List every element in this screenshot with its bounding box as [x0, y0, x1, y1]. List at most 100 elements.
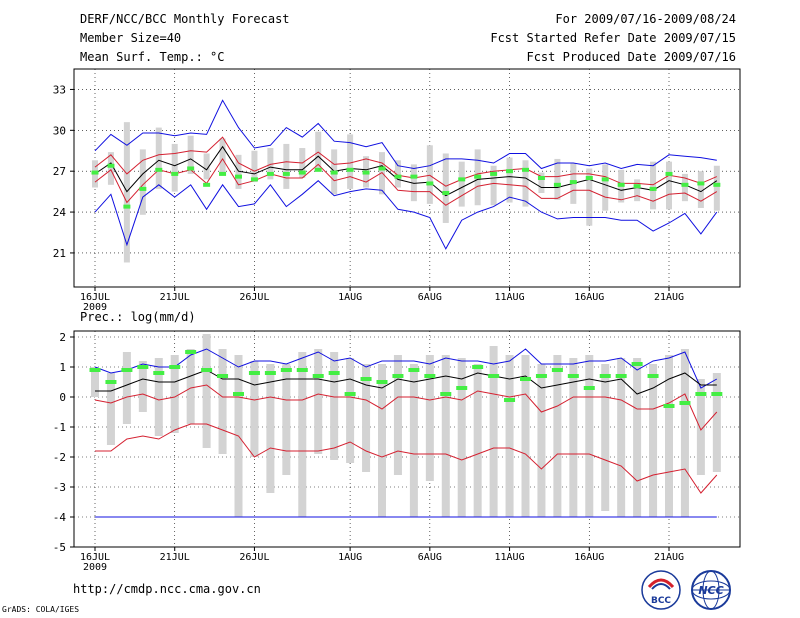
box-bar [458, 161, 465, 207]
box-bar [251, 150, 258, 183]
box-bar [457, 358, 466, 517]
ensemble-mean-mark [567, 374, 579, 378]
ncc-logo-text: NCC [698, 584, 723, 597]
x-tick-label: 16JUL [80, 552, 110, 563]
box-bar [586, 168, 593, 226]
ensemble-mean-mark [504, 398, 516, 402]
series-line-min [94, 180, 718, 250]
ensemble-mean-mark [266, 171, 274, 176]
plot-frame [73, 330, 741, 548]
ensemble-mean-mark [328, 371, 340, 375]
box-bar [649, 364, 658, 517]
box-bar [282, 364, 291, 475]
box-bar [346, 358, 355, 463]
box-bar [441, 355, 450, 517]
box-bar [219, 138, 226, 176]
series-line-lower_red [95, 423, 718, 494]
ensemble-mean-mark [201, 368, 213, 372]
box-bar [250, 361, 259, 457]
precip-label-slot: Prec.: log(mm/d) [80, 310, 196, 324]
box-bar [266, 364, 275, 493]
x-tick-label: 16JUL [80, 292, 110, 303]
ensemble-mean-mark [551, 368, 563, 372]
ensemble-mean-mark [456, 386, 468, 390]
ensemble-mean-mark [233, 392, 244, 396]
ensemble-mean-mark [633, 184, 641, 189]
ensemble-mean-mark [171, 171, 179, 176]
ensemble-mean-mark [360, 377, 372, 381]
box-bar [712, 373, 721, 472]
box-bar [139, 149, 146, 215]
box-bar [218, 349, 227, 454]
y-tick-label: 30 [53, 124, 66, 137]
ensemble-mean-mark [474, 174, 482, 179]
y-tick-label: 33 [53, 83, 66, 96]
box-bar [202, 334, 211, 448]
box-bar [187, 135, 194, 174]
ensemble-mean-mark [490, 171, 498, 176]
box-bar [410, 164, 417, 202]
series-line-median [94, 145, 718, 197]
box-bar [489, 346, 498, 517]
ensemble-mean-mark [282, 171, 290, 176]
series-line-median [95, 369, 717, 395]
series-line-lower [94, 157, 718, 206]
ensemble-mean-mark [250, 177, 258, 182]
ensemble-mean-mark [599, 374, 611, 378]
box-bar [634, 179, 641, 202]
box-bar [442, 153, 449, 223]
box-bar [170, 355, 179, 433]
x-year-label: 2009 [83, 562, 107, 573]
box-bar [713, 165, 720, 211]
ensemble-mean-mark [535, 374, 547, 378]
plot-frame [73, 68, 741, 288]
ensemble-mean-mark [617, 182, 625, 187]
x-tick-label: 21JUL [160, 292, 190, 303]
ensemble-mean-mark [537, 176, 545, 180]
box-bar [666, 161, 672, 210]
ensemble-mean-mark [647, 374, 659, 378]
ensemble-mean-mark [472, 365, 484, 369]
box-bar [409, 364, 418, 517]
ensemble-mean-mark [185, 350, 197, 354]
ensemble-mean-mark [488, 374, 500, 378]
box-bar [106, 373, 115, 445]
ensemble-mean-mark [169, 365, 181, 369]
ensemble-mean-mark [155, 167, 163, 172]
ensemble-mean-mark [362, 170, 370, 175]
ensemble-mean-mark [89, 368, 101, 372]
box-bar [554, 158, 561, 200]
x-tick-label: 6AUG [418, 552, 442, 563]
box-bar [378, 364, 386, 517]
ensemble-mean-mark [711, 392, 723, 396]
x-tick-label: 21AUG [654, 292, 684, 303]
box-bar [522, 160, 529, 207]
ensemble-mean-mark [153, 371, 165, 375]
box-bar [537, 364, 546, 517]
ensemble-mean-mark [426, 181, 434, 186]
box-bar [650, 161, 657, 210]
ensemble-mean-mark [378, 166, 386, 171]
box-bar [314, 349, 323, 454]
ensemble-mean-mark [376, 380, 388, 384]
ensemble-mean-mark [217, 374, 229, 378]
y-tick-label: 0 [59, 391, 66, 404]
footer-url[interactable]: http://cmdp.ncc.cma.gov.cn [73, 582, 261, 596]
box-bar [107, 152, 114, 185]
box-bar [601, 364, 610, 511]
box-bar [473, 364, 482, 517]
box-bar [298, 352, 307, 517]
box-bar [569, 358, 578, 517]
ensemble-mean-mark [298, 170, 306, 175]
ensemble-mean-mark [615, 374, 627, 378]
ensemble-mean-mark [679, 401, 691, 405]
ensemble-mean-mark [344, 392, 356, 396]
x-tick-label: 16AUG [574, 292, 604, 303]
ensemble-mean-mark [392, 374, 404, 378]
box-bar [315, 131, 322, 172]
ensemble-mean-mark [649, 186, 657, 191]
ensemble-mean-mark [187, 166, 195, 171]
grads-credit: GrADS: COLA/IGES [2, 605, 80, 614]
